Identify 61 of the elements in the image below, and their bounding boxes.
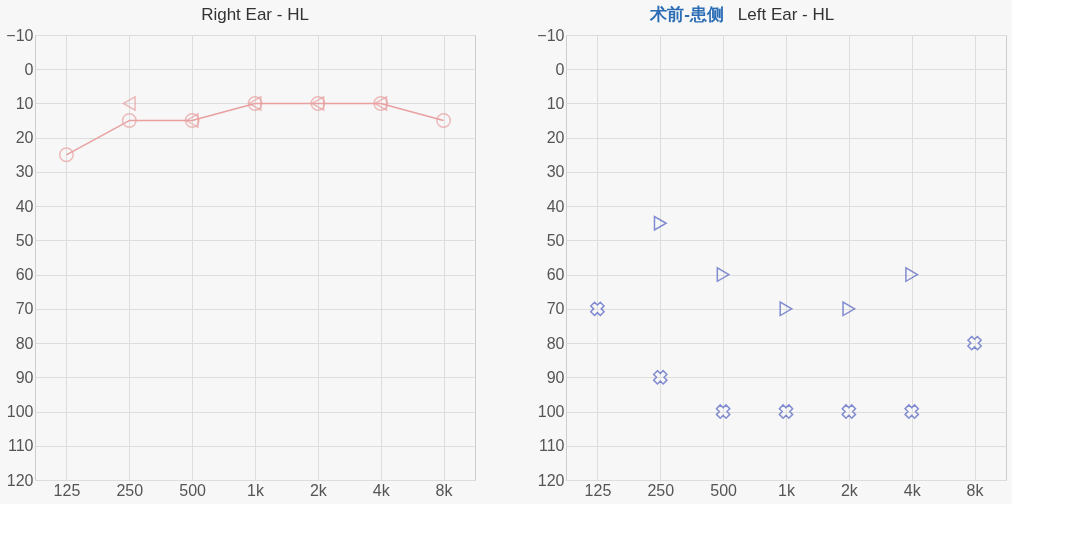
point — [122, 96, 136, 111]
point — [716, 267, 730, 283]
point — [905, 267, 919, 283]
y-tick-label: 10 — [546, 94, 565, 112]
y-tick-label: −10 — [6, 26, 34, 44]
y-tick-label: 110 — [538, 437, 565, 455]
y-tick-label: 80 — [546, 334, 565, 352]
y-tick-label: 60 — [15, 266, 34, 284]
y-tick-label: 90 — [15, 368, 34, 386]
x-tick-label: 8k — [966, 481, 985, 499]
point — [842, 301, 856, 317]
point — [967, 335, 982, 351]
y-tick-label: 80 — [15, 334, 34, 352]
point — [652, 369, 668, 385]
y-tick-label: 100 — [537, 403, 565, 421]
text: 术前-患侧 — [649, 5, 724, 24]
y-tick-label: 10 — [15, 94, 34, 112]
point — [121, 113, 137, 129]
x-tick-label: 1k — [778, 481, 796, 499]
x-tick-label: 125 — [53, 481, 81, 499]
x-tick-label: 4k — [372, 481, 391, 499]
point — [779, 301, 793, 317]
x-tick-label: 125 — [584, 481, 612, 499]
x-tick-label: 1k — [247, 481, 265, 499]
y-tick-label: 0 — [555, 60, 565, 78]
point — [841, 404, 857, 419]
x-tick-label: 8k — [435, 481, 454, 499]
chart-title: Right Ear - HL — [201, 5, 309, 24]
y-tick-label: 90 — [546, 368, 565, 386]
y-tick-label: −10 — [537, 26, 565, 44]
y-tick-label: 30 — [15, 163, 34, 181]
y-tick-label: 40 — [546, 197, 565, 215]
x-tick-label: 500 — [710, 481, 738, 499]
y-tick-label: 40 — [15, 197, 34, 215]
point — [653, 215, 667, 231]
x-tick-label: 500 — [179, 481, 207, 499]
y-tick-label: 50 — [546, 231, 565, 249]
y-tick-label: 100 — [6, 403, 34, 421]
point — [715, 404, 731, 419]
y-tick-label: 60 — [546, 266, 565, 284]
point — [590, 301, 605, 317]
x-tick-label: 250 — [116, 481, 144, 499]
point — [778, 404, 794, 419]
chart-title: Left Ear - HL — [737, 5, 835, 24]
y-tick-label: 120 — [6, 471, 34, 489]
x-tick-label: 2k — [309, 481, 328, 499]
y-tick-label: 20 — [15, 129, 34, 147]
y-tick-label: 50 — [15, 231, 34, 249]
point — [58, 147, 74, 163]
point — [436, 113, 452, 129]
x-tick-label: 4k — [903, 481, 922, 499]
y-tick-label: 70 — [546, 300, 565, 318]
y-tick-label: 0 — [24, 60, 34, 78]
y-tick-label: 120 — [537, 471, 565, 489]
y-tick-label: 110 — [7, 437, 34, 455]
y-tick-label: 30 — [546, 163, 565, 181]
x-tick-label: 250 — [647, 481, 675, 499]
x-tick-label: 2k — [840, 481, 859, 499]
y-tick-label: 20 — [546, 129, 565, 147]
y-tick-label: 70 — [15, 300, 34, 318]
point — [904, 404, 920, 419]
